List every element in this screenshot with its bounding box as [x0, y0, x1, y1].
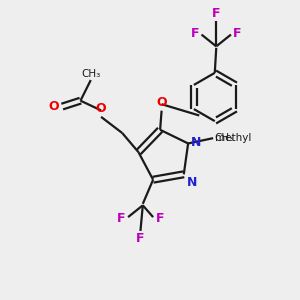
Text: CH₃: CH₃ [214, 133, 234, 143]
Text: F: F [117, 212, 126, 225]
Text: O: O [95, 102, 106, 116]
Text: F: F [212, 7, 220, 20]
Text: O: O [49, 100, 59, 113]
Text: N: N [190, 136, 201, 149]
Text: F: F [155, 212, 164, 225]
Text: F: F [233, 27, 241, 40]
Text: F: F [136, 232, 145, 245]
Text: O: O [156, 97, 167, 110]
Text: F: F [191, 27, 200, 40]
Text: N: N [187, 176, 197, 189]
Text: CH₃: CH₃ [81, 69, 101, 79]
Text: methyl: methyl [215, 133, 252, 143]
